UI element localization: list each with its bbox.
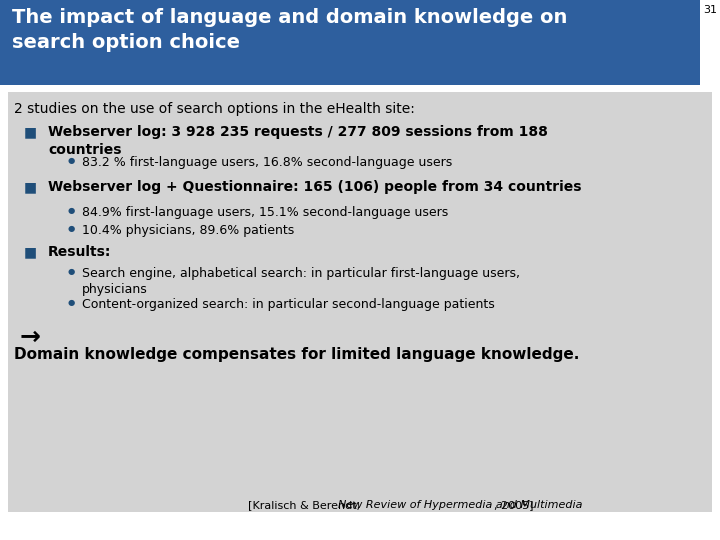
Text: Webserver log + Questionnaire: 165 (106) people from 34 countries: Webserver log + Questionnaire: 165 (106)… [48, 180, 582, 194]
Text: Content-organized search: in particular second-language patients: Content-organized search: in particular … [82, 298, 495, 311]
Text: 31: 31 [703, 5, 717, 15]
Text: , 2005]: , 2005] [495, 500, 534, 510]
Text: Results:: Results: [48, 245, 112, 259]
Text: 83.2 % first-language users, 16.8% second-language users: 83.2 % first-language users, 16.8% secon… [82, 156, 452, 169]
Text: Webserver log: 3 928 235 requests / 277 809 sessions from 188
countries: Webserver log: 3 928 235 requests / 277 … [48, 125, 548, 157]
Bar [0, 0, 700, 85]
Text: ●: ● [68, 298, 76, 307]
Bar [8, 92, 712, 512]
Text: ●: ● [68, 224, 76, 233]
Text: The impact of language and domain knowledge on
search option choice: The impact of language and domain knowle… [12, 9, 567, 52]
Text: ■: ■ [24, 125, 37, 139]
Text: 2 studies on the use of search options in the eHealth site:: 2 studies on the use of search options i… [14, 102, 415, 116]
Text: New Review of Hypermedia and Multimedia: New Review of Hypermedia and Multimedia [338, 500, 582, 510]
Text: Search engine, alphabetical search: in particular first-language users,
physicia: Search engine, alphabetical search: in p… [82, 267, 520, 296]
Text: ●: ● [68, 206, 76, 215]
Text: ●: ● [68, 156, 76, 165]
Text: →: → [20, 325, 41, 349]
Text: ■: ■ [24, 245, 37, 259]
Text: [Kralisch & Berendt,: [Kralisch & Berendt, [248, 500, 364, 510]
Text: 84.9% first-language users, 15.1% second-language users: 84.9% first-language users, 15.1% second… [82, 206, 449, 219]
Bar [700, 0, 720, 20]
Text: Domain knowledge compensates for limited language knowledge.: Domain knowledge compensates for limited… [14, 347, 580, 362]
Text: 10.4% physicians, 89.6% patients: 10.4% physicians, 89.6% patients [82, 224, 294, 237]
Text: ●: ● [68, 267, 76, 276]
Text: ■: ■ [24, 180, 37, 194]
